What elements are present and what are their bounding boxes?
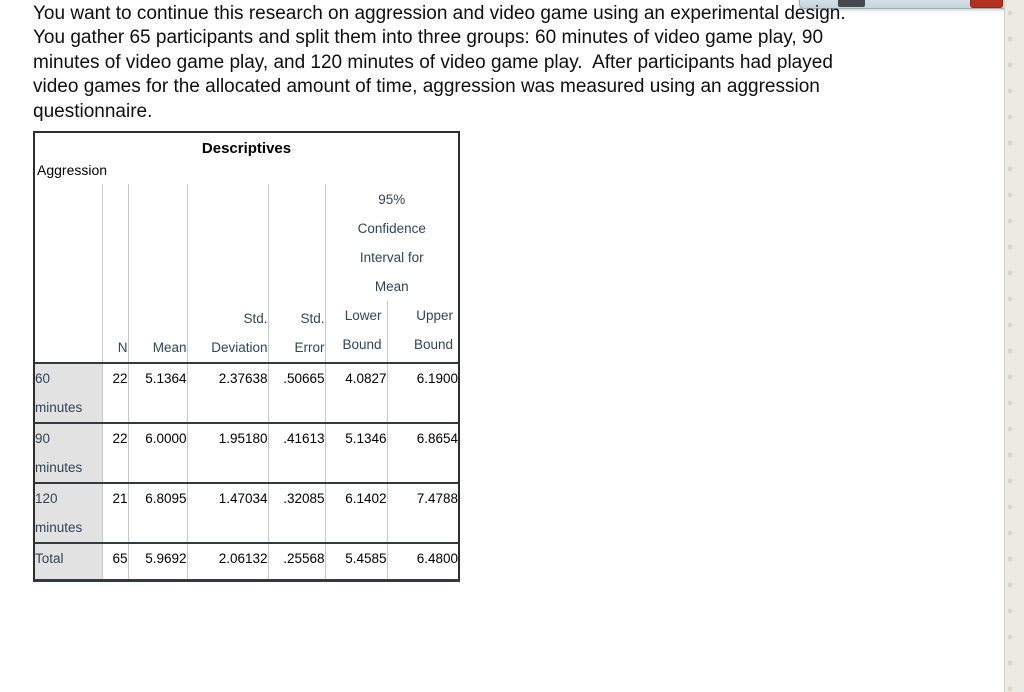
col-header-lower-bound: Lower Bound: [324, 301, 387, 363]
question-text: You want to continue this research on ag…: [33, 3, 846, 122]
col-header-std-error: Std. Error: [267, 184, 325, 363]
cell-std-error: .32085: [267, 483, 325, 543]
toolbar-red-button[interactable]: [970, 0, 1003, 8]
descriptives-grid: N Mean Std. Deviation Std. Error 95% Con…: [35, 184, 458, 579]
row-label: 120 minutes: [35, 483, 102, 543]
cell-std-deviation: 1.47034: [186, 483, 268, 543]
col-header-stub: [35, 184, 102, 363]
toolbar-dark-tab[interactable]: [838, 0, 865, 7]
cell-lower-bound: 5.1346: [324, 423, 387, 483]
table-subtitle: Aggression: [37, 162, 108, 178]
cell-mean: 5.9692: [127, 543, 187, 579]
cell-lower-bound: 5.4585: [324, 543, 387, 579]
cell-std-error: .25568: [267, 543, 325, 579]
cell-std-error: .50665: [267, 363, 325, 423]
cell-std-error: .41613: [267, 423, 325, 483]
cell-mean: 6.0000: [127, 423, 187, 483]
col-header-upper-bound: Upper Bound: [386, 301, 458, 363]
cell-upper-bound: 6.4800: [386, 543, 458, 579]
cell-n: 21: [101, 483, 128, 543]
table-row: 90 minutes 22 6.0000 1.95180 .41613 5.13…: [35, 423, 458, 483]
col-header-std-deviation: Std. Deviation: [186, 184, 268, 363]
descriptives-table: Descriptives Aggression N Mean Std. Devi…: [33, 131, 460, 582]
col-header-mean: Mean: [127, 184, 187, 363]
cell-n: 65: [101, 543, 128, 579]
cell-lower-bound: 6.1402: [324, 483, 387, 543]
row-label: Total: [35, 543, 102, 579]
table-row: 60 minutes 22 5.1364 2.37638 .50665 4.08…: [35, 363, 458, 423]
cell-upper-bound: 6.8654: [386, 423, 458, 483]
row-label: 60 minutes: [35, 363, 102, 423]
col-header-n: N: [101, 184, 128, 363]
cell-lower-bound: 4.0827: [324, 363, 387, 423]
cell-upper-bound: 7.4788: [386, 483, 458, 543]
cell-n: 22: [101, 423, 128, 483]
cell-std-deviation: 2.06132: [186, 543, 268, 579]
cell-std-deviation: 1.95180: [186, 423, 268, 483]
col-header-confidence-interval: 95% Confidence Interval for Mean: [324, 184, 458, 301]
table-row-total: Total 65 5.9692 2.06132 .25568 5.4585 6.…: [35, 543, 458, 579]
cell-mean: 6.8095: [127, 483, 187, 543]
cell-mean: 5.1364: [127, 363, 187, 423]
cell-n: 22: [101, 363, 128, 423]
table-title: Descriptives: [201, 140, 292, 157]
row-label: 90 minutes: [35, 423, 102, 483]
cell-upper-bound: 6.1900: [386, 363, 458, 423]
page-edge-strip: [1004, 0, 1024, 692]
cell-std-deviation: 2.37638: [186, 363, 268, 423]
table-row: 120 minutes 21 6.8095 1.47034 .32085 6.1…: [35, 483, 458, 543]
